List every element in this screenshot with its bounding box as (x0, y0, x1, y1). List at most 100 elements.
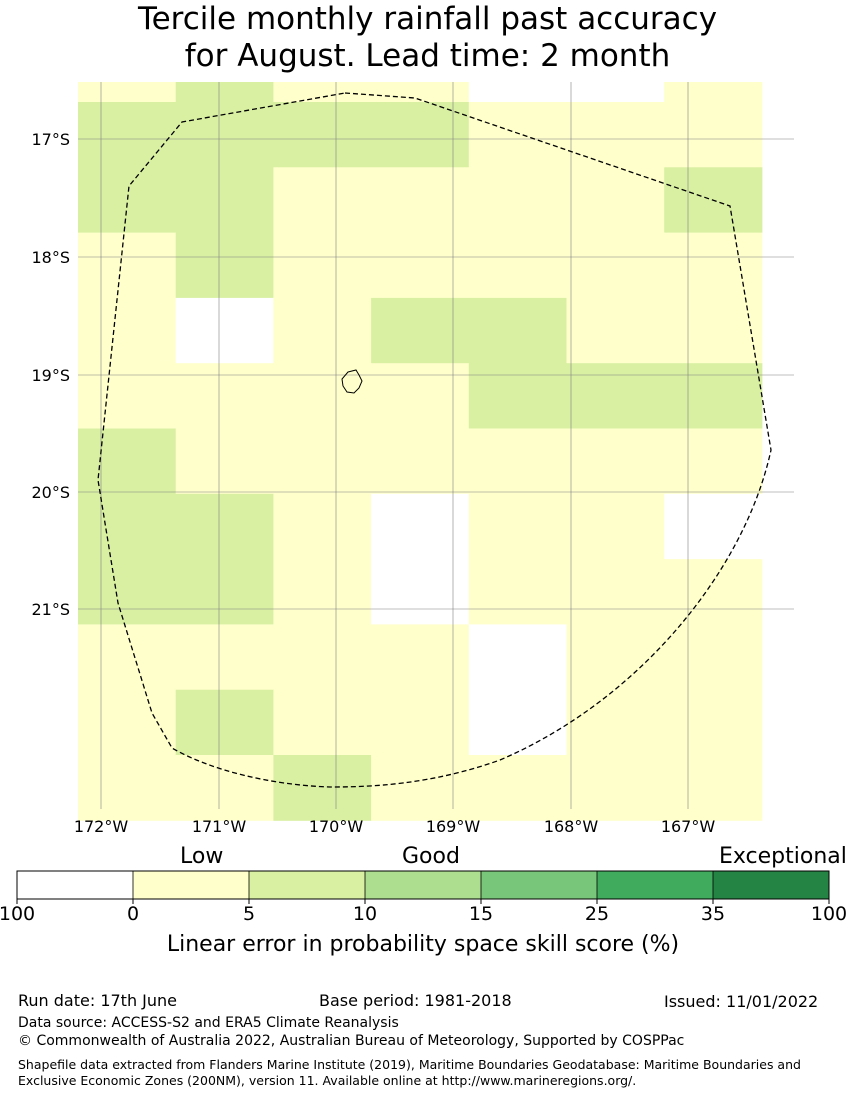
chart-title-line-1: Tercile monthly rainfall past accuracy (137, 1, 718, 37)
grid-cell-2-6 (664, 232, 763, 299)
grid-cell-5-4 (468, 428, 567, 495)
grid-cell-2-5 (566, 232, 665, 299)
run-date: Run date: 17th June (18, 991, 178, 1010)
lat-label: 21°S (31, 600, 70, 619)
grid-cell-10-0 (78, 755, 177, 821)
grid-cell-top-2 (273, 82, 372, 102)
grid-cell-1-5 (566, 167, 665, 234)
grid-cell-top-6 (664, 82, 763, 102)
grid-cell-2-0 (78, 232, 177, 299)
grid-cell-2-3 (371, 232, 470, 299)
grid-cell-3-3 (371, 297, 470, 364)
grid-cell-6-2 (273, 493, 372, 560)
grid-cell-6-0 (78, 493, 177, 560)
grid-cell-5-3 (371, 428, 470, 495)
grid-cell-3-0 (78, 297, 177, 364)
issued-date: Issued: 11/01/2022 (664, 992, 819, 1011)
grid-cell-9-6 (664, 689, 763, 756)
grid-cell-4-3 (371, 363, 470, 429)
grid-cell-4-5 (566, 363, 665, 429)
grid-cell-top-3 (371, 82, 470, 102)
grid-cell-top-4 (468, 82, 567, 102)
grid-cell-3-6 (664, 297, 763, 364)
colorbar-segment-0 (17, 871, 133, 899)
grid-cell-1-0 (78, 167, 177, 234)
shapefile-credit: Shapefile data extracted from Flanders M… (18, 1057, 801, 1088)
lon-label: 167°W (661, 817, 716, 836)
lon-label: 168°W (544, 817, 599, 836)
grid-cell-0-1 (175, 102, 274, 168)
copyright: © Commonwealth of Australia 2022, Austra… (18, 1033, 685, 1049)
grid-cell-9-3 (371, 689, 470, 756)
grid-cell-8-1 (175, 624, 274, 691)
grid-cell-7-1 (175, 559, 274, 625)
grid-cell-1-2 (273, 167, 372, 234)
grid-cell-10-4 (468, 755, 567, 821)
colorbar-tick-label: 0 (127, 903, 139, 925)
grid-cell-top-0 (78, 82, 177, 102)
grid-cell-6-4 (468, 493, 567, 560)
longitude-labels: 172°W 171°W 170°W 169°W 168°W 167°W (74, 817, 716, 836)
grid-cell-4-2 (273, 363, 372, 429)
grid-cell-9-4 (468, 689, 567, 756)
grid-cell-7-4 (468, 559, 567, 625)
grid-cell-8-5 (566, 624, 665, 691)
grid-cell-2-1 (175, 232, 274, 299)
grid-cell-0-5 (566, 102, 665, 168)
colorbar-tick-label: 100 (811, 903, 847, 925)
lat-label: 20°S (31, 483, 70, 502)
grid-cell-5-5 (566, 428, 665, 495)
grid-cell-8-6 (664, 624, 763, 691)
grid-cell-0-6 (664, 102, 763, 168)
category-low: Low (180, 844, 224, 869)
colorbar-tick-label: 5 (243, 903, 255, 925)
skill-grid (78, 82, 763, 821)
colorbar-segment-1 (133, 871, 249, 899)
grid-cell-5-1 (175, 428, 274, 495)
grid-cell-10-6 (664, 755, 763, 821)
colorbar-segment-4 (481, 871, 597, 899)
grid-cell-8-2 (273, 624, 372, 691)
grid-cell-9-5 (566, 689, 665, 756)
grid-cell-4-1 (175, 363, 274, 429)
grid-cell-1-3 (371, 167, 470, 234)
grid-cell-9-1 (175, 689, 274, 756)
grid-cell-2-2 (273, 232, 372, 299)
grid-cell-7-3 (371, 559, 470, 625)
grid-cell-10-3 (371, 755, 470, 821)
grid-cell-0-4 (468, 102, 567, 168)
grid-cell-7-0 (78, 559, 177, 625)
grid-cell-8-0 (78, 624, 177, 691)
lon-label: 169°W (426, 817, 481, 836)
grid-cell-8-4 (468, 624, 567, 691)
colorbar-tick-label: 25 (585, 903, 609, 925)
grid-cell-1-4 (468, 167, 567, 234)
grid-cell-7-6 (664, 559, 763, 625)
grid-cell-3-4 (468, 297, 567, 364)
data-source: Data source: ACCESS-S2 and ERA5 Climate … (18, 1015, 399, 1031)
grid-cell-8-3 (371, 624, 470, 691)
colorbar-segment-5 (597, 871, 713, 899)
grid-cell-10-5 (566, 755, 665, 821)
colorbar-tick-label: 15 (469, 903, 493, 925)
grid-cell-1-1 (175, 167, 274, 234)
colorbar-segment-2 (249, 871, 365, 899)
grid-cell-6-3 (371, 493, 470, 560)
lon-label: 170°W (309, 817, 364, 836)
niue-island (341, 369, 363, 394)
grid-cell-6-5 (566, 493, 665, 560)
grid-cell-3-2 (273, 297, 372, 364)
grid-cell-9-0 (78, 689, 177, 756)
grid-cell-6-1 (175, 493, 274, 560)
grid-cell-9-2 (273, 689, 372, 756)
lon-label: 171°W (192, 817, 247, 836)
colorbar-title: Linear error in probability space skill … (166, 932, 680, 957)
grid-cell-0-2 (273, 102, 372, 168)
grid-cell-0-0 (78, 102, 177, 168)
colorbar-tick-label: 100 (0, 903, 35, 925)
grid-cell-4-0 (78, 363, 177, 429)
grid-cell-4-6 (664, 363, 763, 429)
base-period: Base period: 1981-2018 (319, 991, 512, 1010)
grid-cell-5-6 (664, 428, 763, 495)
grid-cell-7-5 (566, 559, 665, 625)
